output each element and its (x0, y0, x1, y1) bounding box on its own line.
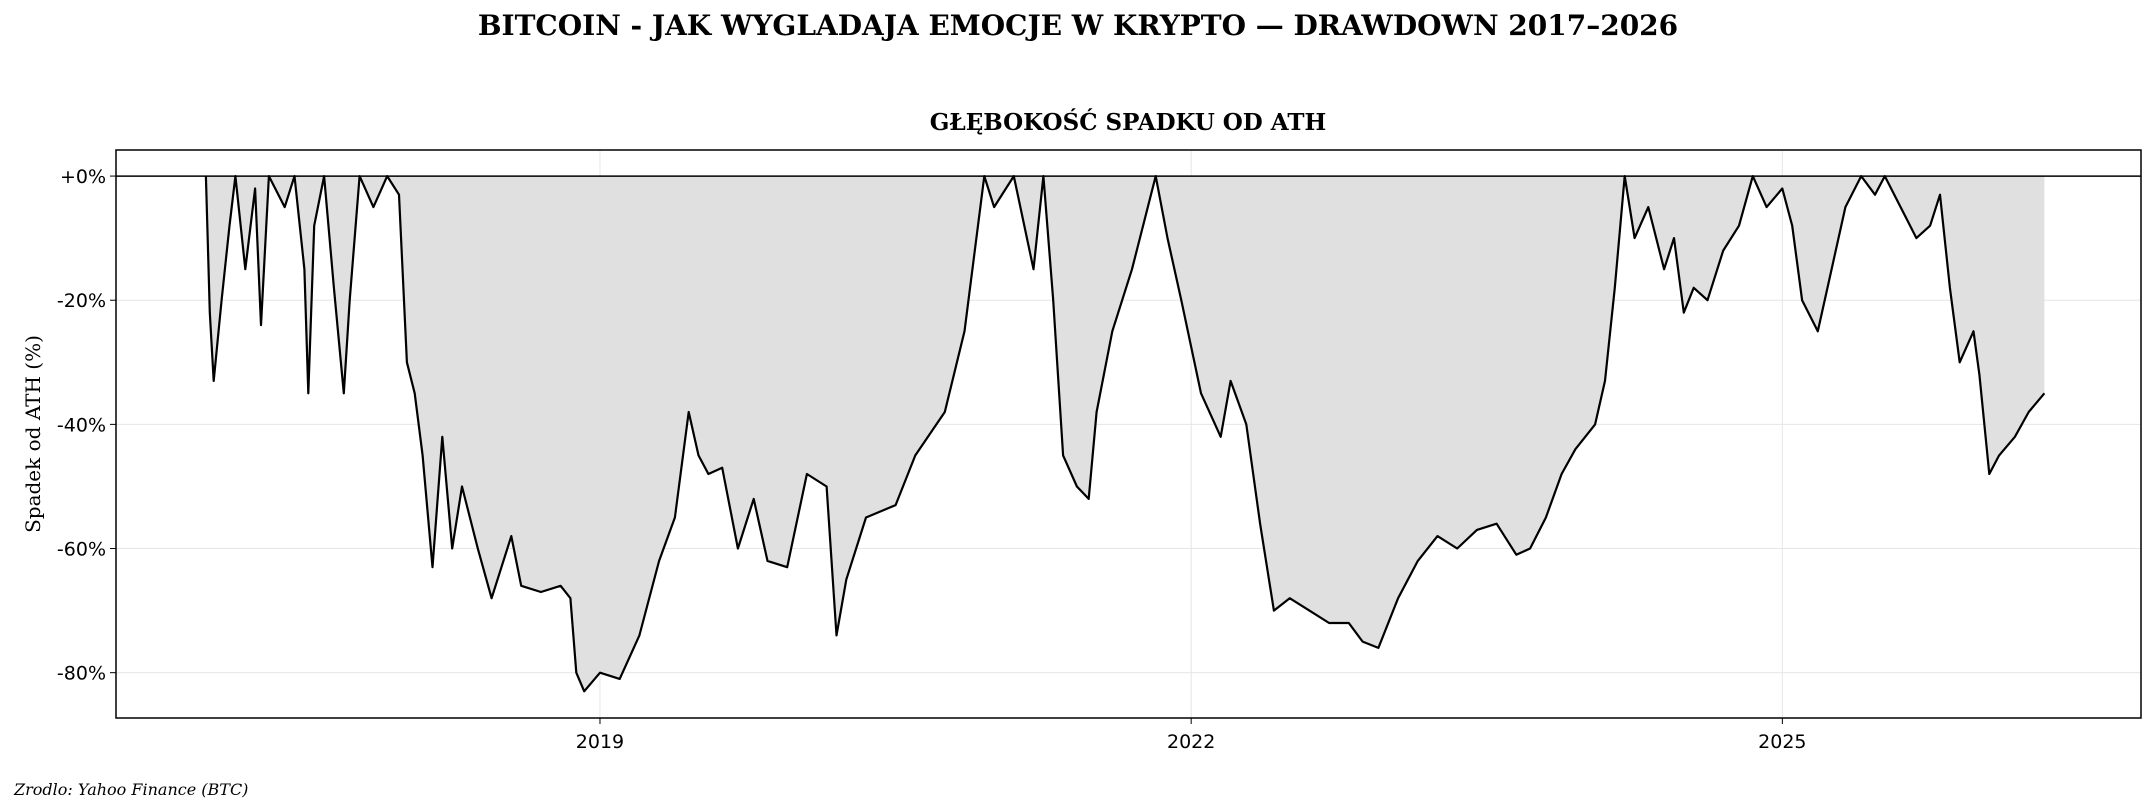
y-tick-label: -20% (57, 290, 106, 312)
y-tick-label: -40% (57, 414, 106, 436)
y-tick-label: +0% (60, 166, 106, 188)
source-note: Zrodlo: Yahoo Finance (BTC) (13, 780, 248, 799)
drawdown-line (204, 175, 2046, 693)
x-tick-label: 2025 (1758, 731, 1806, 753)
chart-title: BITCOIN - JAK WYGLADAJA EMOCJE W KRYPTO … (478, 9, 1678, 42)
drawdown-area (205, 176, 2045, 692)
y-tick-label: -60% (57, 539, 106, 561)
plot-frame (115, 149, 2142, 719)
x-tick-label: 2022 (1167, 731, 1215, 753)
chart-subtitle: GŁĘBOKOŚĆ SPADKU OD ATH (930, 109, 1326, 136)
y-axis-label: Spadek od ATH (%) (21, 335, 45, 533)
y-tick-label: -80% (57, 663, 106, 685)
x-tick-label: 2019 (576, 731, 624, 753)
